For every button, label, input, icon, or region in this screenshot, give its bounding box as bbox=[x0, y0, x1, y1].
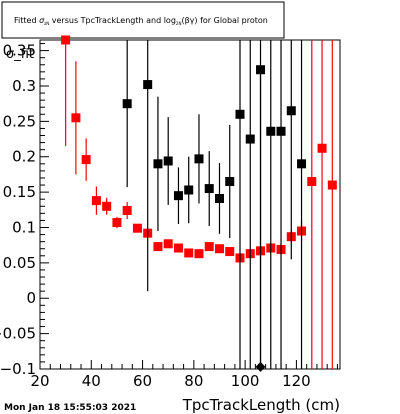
data-point bbox=[204, 184, 214, 194]
data-point bbox=[102, 201, 112, 211]
data-point bbox=[214, 244, 224, 254]
y-tick-label: 0.25 bbox=[3, 112, 36, 130]
data-point bbox=[122, 206, 132, 216]
x-axis-label: TpcTrackLength (cm) bbox=[182, 396, 340, 414]
data-point bbox=[143, 80, 153, 90]
data-point bbox=[91, 196, 101, 206]
y-tick-label: −0.1 bbox=[0, 360, 36, 378]
y-tick-label: −0.05 bbox=[0, 325, 36, 343]
data-point bbox=[163, 156, 173, 166]
data-point bbox=[163, 239, 173, 249]
y-tick-label: 0.35 bbox=[3, 42, 36, 60]
axis-ticks: 20 40 60 80 100 120 −0.1 −0.05 0 0.05 0.1 0.15 0.2 0.… bbox=[0, 42, 338, 390]
data-point bbox=[61, 35, 71, 45]
data-point bbox=[204, 242, 214, 252]
data-point bbox=[307, 177, 317, 187]
title-box: Fitted σzN versus TpcTrackLength and log… bbox=[1, 1, 285, 39]
x-tick-label: 20 bbox=[30, 372, 49, 390]
data-point bbox=[327, 180, 337, 190]
y-tick-label: 0.3 bbox=[12, 77, 36, 95]
x-tick-label: 80 bbox=[184, 372, 203, 390]
data-point bbox=[153, 159, 163, 169]
data-point bbox=[132, 223, 142, 233]
data-point bbox=[317, 143, 327, 153]
data-series bbox=[61, 35, 337, 372]
x-tick-label: 100 bbox=[231, 372, 260, 390]
series-group bbox=[122, 40, 307, 372]
x-tick-label: 40 bbox=[82, 372, 101, 390]
y-tick-label: 0.05 bbox=[3, 254, 36, 272]
x-tick-label: 120 bbox=[282, 372, 311, 390]
y-tick-label: 0.1 bbox=[12, 218, 36, 236]
data-point bbox=[225, 247, 235, 257]
y-tick-label: 0.2 bbox=[12, 148, 36, 166]
data-point bbox=[173, 191, 183, 201]
data-point bbox=[266, 126, 276, 136]
data-point bbox=[297, 159, 307, 169]
y-axis-label: σ_fit bbox=[6, 47, 34, 62]
data-point bbox=[122, 99, 132, 109]
data-point bbox=[184, 248, 194, 258]
data-point bbox=[184, 185, 194, 195]
data-point bbox=[112, 218, 122, 228]
data-point bbox=[214, 193, 224, 203]
data-point bbox=[286, 106, 296, 116]
data-point bbox=[153, 242, 163, 252]
title-box-frame bbox=[1, 1, 285, 39]
y-tick-label: 0.15 bbox=[3, 183, 36, 201]
data-point bbox=[256, 65, 266, 75]
data-point bbox=[276, 126, 286, 136]
x-tick-label: 60 bbox=[133, 372, 152, 390]
data-point bbox=[71, 113, 81, 123]
data-point bbox=[225, 177, 235, 187]
data-point bbox=[235, 109, 245, 119]
data-point bbox=[81, 155, 91, 165]
chart-title: Fitted σzN versus TpcTrackLength and log… bbox=[14, 16, 268, 26]
footer-timestamp: Mon Jan 18 15:55:03 2021 bbox=[4, 403, 136, 413]
data-point bbox=[194, 249, 204, 259]
data-point bbox=[245, 134, 255, 144]
data-point bbox=[194, 154, 204, 164]
y-tick-label: 0 bbox=[26, 289, 36, 307]
plot-frame bbox=[39, 39, 341, 370]
data-point bbox=[173, 243, 183, 253]
